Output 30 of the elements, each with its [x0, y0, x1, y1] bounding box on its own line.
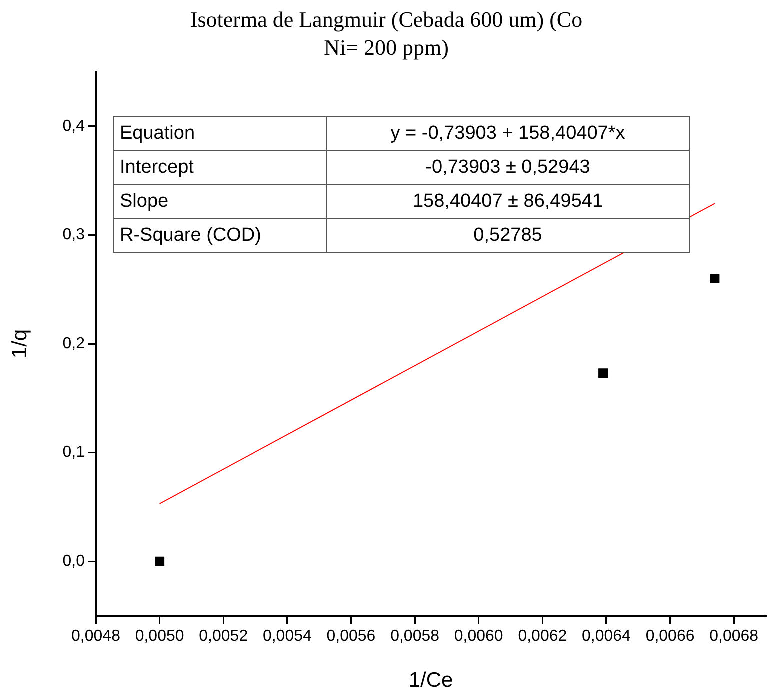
- x-tick-label: 0,0066: [646, 628, 695, 646]
- annotation: -0,73903 ± 0,52943: [326, 150, 690, 184]
- y-tick-label: 0,0: [62, 553, 86, 570]
- x-tick-label: 0,0052: [199, 628, 248, 646]
- y-tick-label: 0,1: [62, 444, 86, 462]
- annotation: Equation: [114, 116, 326, 150]
- annotation: y = -0,73903 + 158,40407*x: [326, 116, 690, 150]
- y-tick-label: 0,3: [62, 226, 86, 244]
- annotation: Intercept: [114, 150, 326, 184]
- point: [155, 556, 165, 566]
- annotation: 0,52785: [326, 218, 690, 252]
- annotation: 158,40407 ± 86,49541: [326, 184, 690, 218]
- chart-title: Isoterma de Langmuir (Cebada 600 um) (Co Ni= 200 ppm): [189, 6, 584, 62]
- y-tick-label: 0,4: [62, 118, 86, 135]
- x-tick-label: 0,0048: [72, 628, 121, 646]
- x-tick-label: 0,0068: [710, 628, 759, 646]
- x-tick-label: 0,0064: [582, 628, 632, 646]
- x-axis-title: 1/Ce: [408, 669, 454, 692]
- x-tick-label: 0,0050: [135, 628, 184, 646]
- x-tick-label: 0,0062: [518, 628, 568, 646]
- y-tick-label: 0,2: [62, 335, 86, 352]
- x-tick-label: 0,0054: [262, 628, 312, 646]
- x-tick-label: 0,0058: [390, 628, 440, 646]
- point: [598, 368, 608, 378]
- x-tick-label: 0,0056: [326, 628, 376, 646]
- point: [710, 274, 720, 284]
- x-tick-label: 0,0060: [454, 628, 504, 646]
- y-axis-title: 1/q: [8, 329, 32, 359]
- annotation: Slope: [114, 184, 326, 218]
- annotation: R-Square (COD): [114, 218, 326, 252]
